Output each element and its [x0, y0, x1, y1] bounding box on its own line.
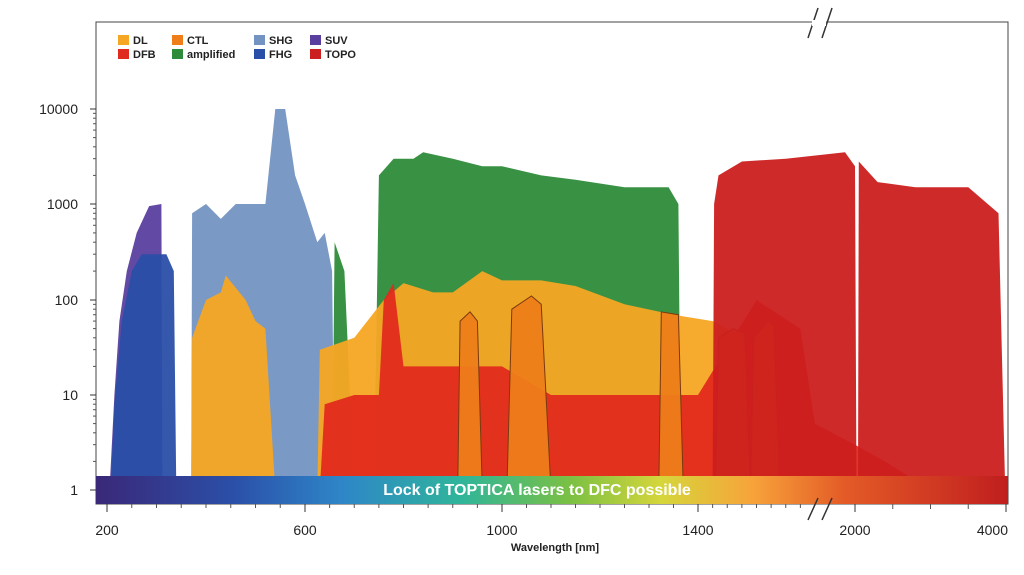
- legend-label: amplified: [187, 49, 235, 61]
- x-tick-label: 1000: [486, 522, 517, 538]
- axis-break-top: [807, 7, 833, 39]
- legend-swatch: [254, 35, 265, 45]
- legend-label: FHG: [269, 49, 292, 61]
- legend-item-dfb: DFB: [118, 49, 156, 61]
- series-layer: [109, 109, 1006, 491]
- legend-swatch: [310, 49, 321, 59]
- legend: DL CTL SHG SUV DFB amplified FHG TOPO: [118, 35, 356, 61]
- y-tick-label: 1: [70, 482, 78, 498]
- x-tick-label: 200: [95, 522, 119, 538]
- legend-swatch: [254, 49, 265, 59]
- legend-label: CTL: [187, 35, 209, 47]
- y-tick-label: 10000: [39, 101, 78, 117]
- legend-item-suv: SUV: [310, 35, 348, 47]
- legend-item-dl: DL: [118, 35, 148, 47]
- y-tick-label: 1000: [47, 196, 78, 212]
- series-area-fhg: [110, 254, 177, 490]
- legend-item-amplified: amplified: [172, 49, 235, 61]
- y-axis: 1 10 100 1000 10000: [39, 101, 96, 498]
- dfc-lock-band: [96, 476, 1008, 504]
- x-axis: 200 600 1000 1400 2000 4000: [95, 504, 1008, 538]
- axis-break-bottom: [807, 497, 833, 521]
- series-area-topo: [712, 152, 1006, 491]
- y-tick-label: 10: [62, 387, 78, 403]
- legend-swatch: [310, 35, 321, 45]
- legend-label: SUV: [325, 35, 348, 47]
- legend-label: DL: [133, 35, 148, 47]
- legend-label: TOPO: [325, 49, 356, 61]
- x-tick-label: 600: [293, 522, 317, 538]
- legend-label: DFB: [133, 49, 156, 61]
- legend-item-fhg: FHG: [254, 49, 292, 61]
- legend-item-ctl: CTL: [172, 35, 209, 47]
- legend-label: SHG: [269, 35, 293, 47]
- legend-swatch: [172, 49, 183, 59]
- legend-swatch: [118, 49, 129, 59]
- legend-item-topo: TOPO: [310, 49, 356, 61]
- x-tick-label: 2000: [839, 522, 870, 538]
- legend-swatch: [172, 35, 183, 45]
- legend-item-shg: SHG: [254, 35, 293, 47]
- x-tick-label: 4000: [977, 522, 1008, 538]
- x-axis-title: Wavelength [nm]: [511, 542, 600, 554]
- legend-swatch: [118, 35, 129, 45]
- dfc-lock-annotation: Lock of TOPTICA lasers to DFC possible: [383, 482, 691, 499]
- y-tick-label: 100: [55, 292, 79, 308]
- x-tick-label: 1400: [682, 522, 713, 538]
